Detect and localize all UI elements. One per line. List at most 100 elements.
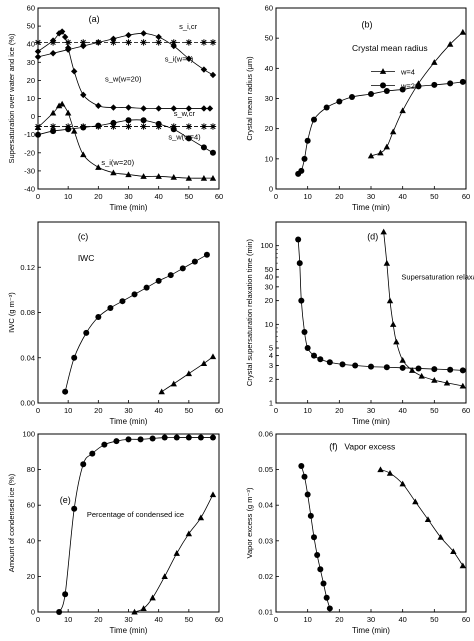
panel-a-series-2-point <box>140 117 147 124</box>
panel-b-xtick-label: 60 <box>462 192 470 201</box>
panel-b-ylabel: Crystal mean radius (µm) <box>245 56 254 141</box>
panel-e-series-0-point <box>62 591 69 598</box>
panel-d-ytick-label: 50 <box>265 265 273 274</box>
panel-a-series-4-point <box>95 39 102 46</box>
panel-c-ytick-label: 0.12 <box>20 263 35 272</box>
panel-f-series-0-point <box>320 580 327 587</box>
panel-a-series-5-point <box>125 123 132 130</box>
panel-d-ytick-label: 10 <box>265 320 273 329</box>
panel-b-legend-label: w=20 <box>400 81 419 90</box>
panel-e-series-1-point <box>161 573 168 579</box>
panel-c-series-0-point <box>167 272 174 279</box>
panel-a-series-1-point <box>34 48 42 55</box>
panel-b-series-0-point <box>459 28 467 35</box>
panel-c-xtick-label: 40 <box>154 406 162 415</box>
panel-e-ytick-label: 60 <box>27 501 35 510</box>
panel-a-series-5-point <box>64 123 72 130</box>
panel-e-series-0-point <box>209 434 216 441</box>
panel-a-series-5-point <box>185 123 193 130</box>
panel-c-series-0-point <box>143 284 150 291</box>
panel-a-series-5-point <box>110 123 117 130</box>
panel-b-series-0-point <box>389 128 397 135</box>
panel-b-series-1-point <box>349 93 355 100</box>
panel-a-series-4-point <box>80 39 87 46</box>
panel-a-series-1-point <box>125 104 132 111</box>
panel-a-xtick-label: 40 <box>154 192 162 201</box>
panel-a-series-3-point <box>170 174 177 180</box>
panel-a-series-1-point <box>71 68 78 75</box>
panel-a-series-1-point <box>140 105 147 112</box>
panel-b-xtick-label: 10 <box>303 192 311 201</box>
panel-d-series-1-point <box>386 297 394 304</box>
panel-a-series-5-point <box>200 123 208 130</box>
panel-b-legend: w=4 w=20 <box>371 67 419 90</box>
panel-d-series-0-point <box>304 345 311 352</box>
panel-a-series-5-point <box>209 123 217 130</box>
panel-a-series-0-point <box>200 66 208 73</box>
panel-f-ytick-label: 0.04 <box>258 501 273 510</box>
panel-a-ytick-label: 60 <box>27 4 35 13</box>
panel-b-ytick-label: 10 <box>265 154 273 163</box>
panel-d-label: (d) <box>367 231 378 241</box>
panel-d-xtick-label: 30 <box>367 406 375 415</box>
panel-e-ytick-label: 20 <box>27 572 35 581</box>
panel-d-ytick-label: 1 <box>269 399 273 408</box>
panel-d-series-1-point <box>459 382 467 389</box>
panel-d-series-1-point <box>408 367 416 373</box>
panel-a-xlabel: Time (min) <box>110 203 148 212</box>
panel-a-annotation: s_w(w=4) <box>168 133 201 142</box>
panel-a-series-0-point <box>170 42 177 50</box>
panel-a-series-0-point <box>155 33 162 41</box>
panel-c-xtick-label: 20 <box>94 406 102 415</box>
panel-e-series-0 <box>56 434 216 615</box>
panel-a-annotation: s_i(w=20) <box>101 158 134 167</box>
panel-e-xtick-label: 20 <box>94 615 102 624</box>
panel-b-series-1-point <box>399 86 406 93</box>
panel-a-series-4-point <box>185 39 193 46</box>
panel-d-series-0-point <box>326 359 333 366</box>
panel-d-series-1-point <box>383 259 391 266</box>
panel-d-ytick-label: 20 <box>265 296 273 305</box>
panel-a-series-0-point <box>125 31 132 39</box>
panel-a-ytick-label: 50 <box>27 22 35 31</box>
panel-e-series-0-point <box>173 434 180 441</box>
panel-e-series-0-point <box>137 436 144 443</box>
panel-a-ytick-label: -20 <box>24 148 35 157</box>
panel-d-series-0-point <box>301 328 308 335</box>
panel-a-series-4-point <box>155 39 162 46</box>
panel-e: 0 10 20 30 40 50 60 0 20 40 60 80 100 Time (min) Amoun… <box>7 430 223 636</box>
panel-a-series-1-point <box>80 91 87 99</box>
panel-a-xtick-label: 0 <box>36 192 40 201</box>
panel-a-series-5-point <box>155 123 162 130</box>
panel-c-series-1 <box>158 353 217 395</box>
panel-e-series-0-point <box>71 505 78 512</box>
panel-d-ytick-label: 40 <box>265 272 273 281</box>
panel-b-ytick-label: 50 <box>265 34 273 43</box>
panel-d-series-1-point <box>443 379 451 386</box>
panel-f-series-1-point <box>450 548 457 555</box>
panel-a-series-2-point <box>185 135 192 142</box>
panel-c-series-0-point <box>203 251 210 258</box>
panel-b-series-0-point <box>367 152 375 159</box>
panel-d-series-1-point <box>389 321 397 327</box>
panel-f-ytick-label: 0.01 <box>258 608 273 617</box>
panel-f-xtick-label: 60 <box>462 615 470 624</box>
panel-b-legend-marker <box>380 82 386 89</box>
panel-a-series-2-point <box>50 128 57 135</box>
panel-b-series-1-line <box>297 81 463 175</box>
panel-f-xtick-label: 30 <box>367 615 375 624</box>
panel-b-series-1-point <box>301 155 308 162</box>
panel-c-series-1-point <box>209 353 217 360</box>
panel-a-series-3-point <box>55 102 63 109</box>
panel-d-series-0-point <box>431 366 438 373</box>
panel-f-series-1-point <box>412 498 419 505</box>
panel-a-ytick-label: 30 <box>27 58 35 67</box>
panel-e-xtick-label: 60 <box>215 615 223 624</box>
panel-a-xtick-label: 30 <box>124 192 132 201</box>
panel-d-xtick-label: 50 <box>430 406 438 415</box>
panel-e-series-0-point <box>125 436 132 443</box>
panel-a-series-5-point <box>34 123 42 130</box>
panel-a-annotation: s_w(w=20) <box>105 75 142 84</box>
panel-e-xtick-label: 10 <box>64 615 72 624</box>
panel-e-series-0-point <box>101 441 108 448</box>
